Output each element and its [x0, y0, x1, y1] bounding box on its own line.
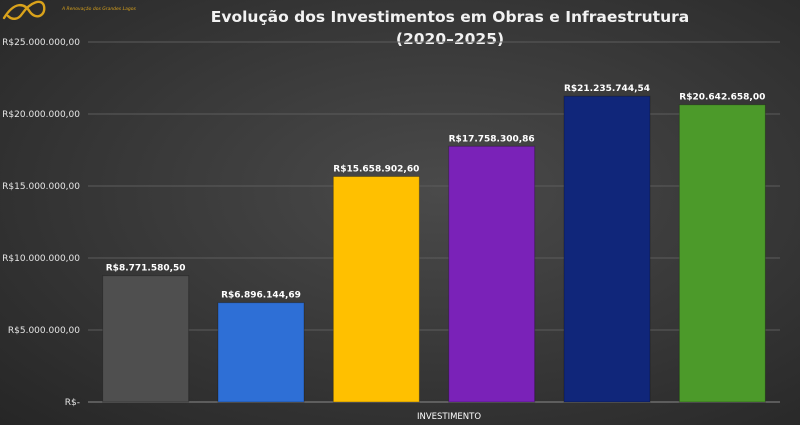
y-tick-label: R$10.000.000,00 [2, 254, 80, 264]
y-tick-label: R$25.000.000,00 [2, 38, 80, 48]
bar-2020 [102, 275, 190, 403]
y-axis-ticks: R$- R$5.000.000,00 R$10.000.000,00 R$15.000… [2, 38, 80, 408]
grid-lines [88, 41, 780, 403]
y-tick-label: R$20.000.000,00 [2, 110, 80, 120]
chart-title-block: Evolução dos Investimentos em Obras e In… [120, 6, 780, 50]
bar-2023 [448, 145, 536, 403]
data-label: R$17.758.300,86 [449, 134, 535, 144]
y-tick-label: R$15.000.000,00 [2, 182, 80, 192]
data-labels: R$8.771.580,50 R$6.896.144,69 R$15.658.902… [106, 84, 766, 300]
bar-2024 [563, 95, 651, 403]
data-label: R$21.235.744,54 [564, 84, 650, 94]
logo-tagline: A Renovação dos Grandes Lagos [61, 6, 136, 12]
bar-2021 [217, 302, 305, 403]
y-tick-label: R$5.000.000,00 [8, 326, 80, 336]
data-label: R$8.771.580,50 [106, 264, 186, 274]
x-axis-label: INVESTIMENTO [417, 412, 481, 422]
logo-swirl-icon [2, 0, 46, 20]
y-tick-label: R$- [65, 398, 80, 408]
data-label: R$6.896.144,69 [221, 291, 301, 301]
logo: A Renovação dos Grandes Lagos [2, 0, 136, 20]
bar-2025 [678, 104, 766, 403]
data-label: R$20.642.658,00 [679, 93, 765, 103]
chart-title: Evolução dos Investimentos em Obras e In… [210, 8, 690, 26]
bar-2022 [332, 176, 420, 403]
chart-subtitle: (2020–2025) [395, 30, 505, 48]
data-label: R$15.658.902,60 [333, 165, 419, 175]
bars [102, 95, 766, 403]
